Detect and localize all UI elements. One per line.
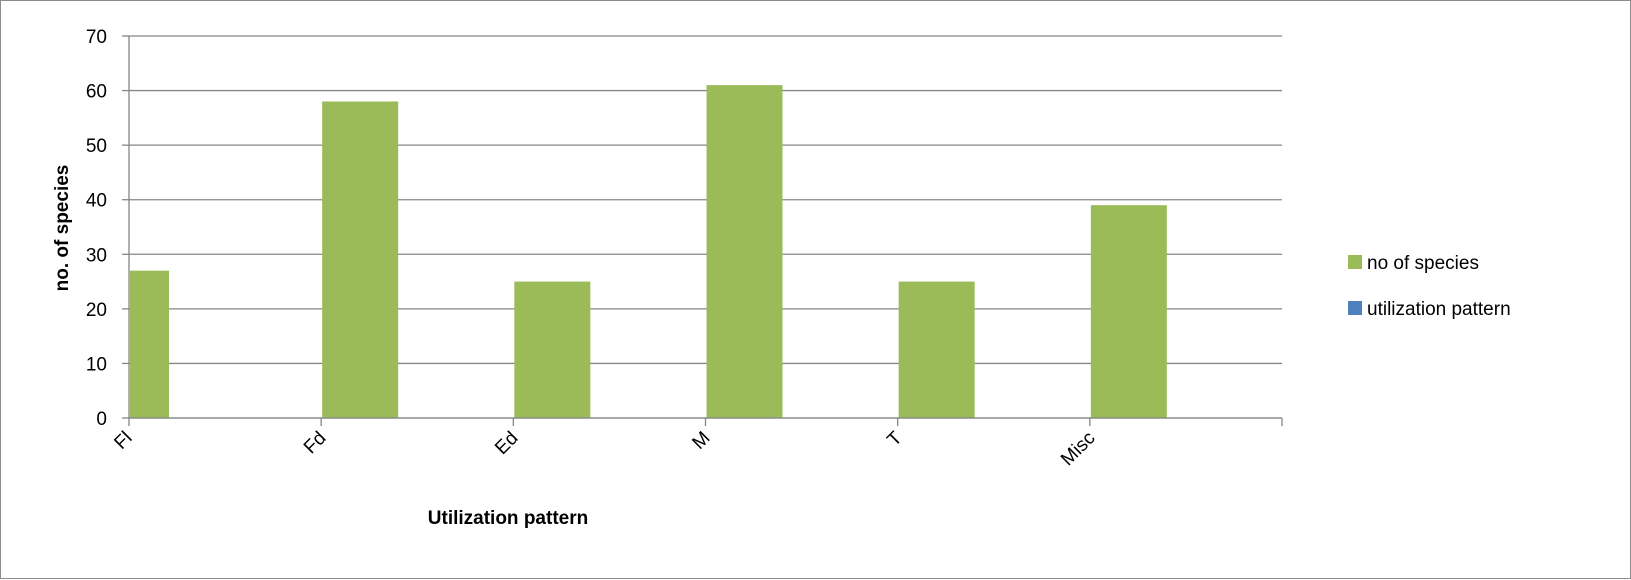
legend-swatch [1348,255,1362,269]
y-tick-label: 50 [86,136,107,157]
x-tick-label: Misc [1057,428,1099,470]
y-tick-label: 30 [86,245,107,266]
bar-t [898,281,975,418]
x-tick-label: Fd [300,428,331,459]
x-tick-label: Fl [110,428,136,454]
bar-fl [130,270,169,418]
y-tick-labels: 0 10 20 30 40 50 60 70 [86,27,107,430]
legend-swatch [1348,301,1362,315]
x-tick-label: M [688,428,714,454]
legend-label: no of species [1367,253,1479,274]
bar-ed [514,281,591,418]
x-tick-label: Ed [491,428,522,459]
legend-label: utilization pattern [1367,299,1511,320]
y-tick-label: 60 [86,82,107,103]
gridlines [122,35,1282,419]
legend: no of species utilization pattern [1348,253,1511,320]
y-tick-label: 70 [86,27,107,48]
y-axis-title: no. of species [52,165,73,292]
x-axis-title: Utilization pattern [428,508,588,529]
y-tick-label: 10 [86,354,107,375]
y-tick-label: 20 [86,300,107,321]
y-tick-label: 40 [86,191,107,212]
axes [128,36,1283,426]
bar-m [706,85,783,418]
bar-fd [322,101,399,418]
bar-misc [1090,205,1167,418]
x-tick-label: T [883,427,906,450]
y-tick-label: 0 [96,409,107,430]
bars [130,85,1167,418]
x-tick-labels: Fl Fd Ed M T Misc [110,427,1099,470]
